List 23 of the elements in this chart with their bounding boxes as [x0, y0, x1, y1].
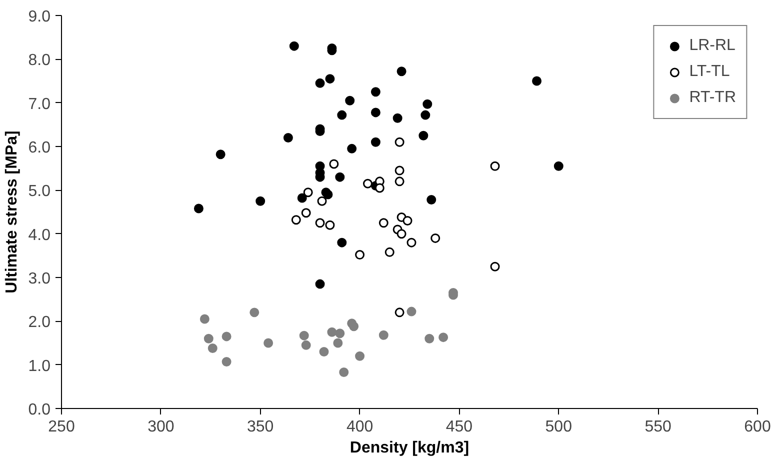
y-tick-label: 7.0 — [28, 96, 51, 113]
x-tick-label: 350 — [247, 418, 274, 436]
y-tick-label: 3.0 — [28, 270, 51, 288]
y-tick-label: 0.0 — [28, 402, 51, 418]
y-tick-label: 1.0 — [28, 358, 51, 375]
legend-label: LR-RL — [689, 37, 736, 55]
y-tick-label: 9.0 — [28, 8, 51, 26]
y-tick-label: 6.0 — [28, 140, 51, 156]
y-axis-title: Ultimate stress [MPa] — [3, 130, 20, 294]
x-tick-label: 600 — [744, 418, 771, 436]
y-tick-label: 8.0 — [28, 52, 51, 70]
legend-label: RT-TR — [689, 89, 736, 107]
x-tick-label: 250 — [48, 418, 75, 436]
y-tick-label: 4.0 — [28, 226, 51, 244]
x-tick-label: 450 — [446, 418, 473, 436]
legend-label: LT-TL — [689, 63, 730, 81]
x-tick-label: 300 — [148, 418, 174, 436]
x-tick-label: 400 — [346, 418, 374, 436]
y-tick-label: 5.0 — [28, 183, 51, 200]
x-tick-label: 550 — [644, 418, 672, 436]
x-axis-title: Density [kg/m3] — [350, 440, 470, 456]
y-tick-label: 2.0 — [28, 314, 51, 332]
x-tick-label: 500 — [545, 418, 572, 436]
